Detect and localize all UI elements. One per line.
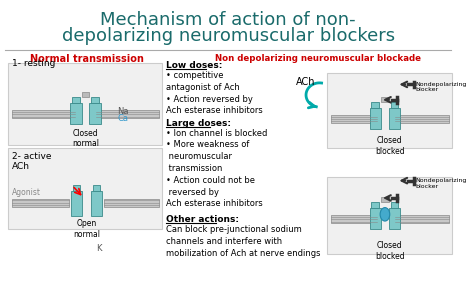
Text: 2- active
ACh: 2- active ACh	[11, 152, 51, 171]
Text: Nondepolarizing
blocker: Nondepolarizing blocker	[416, 178, 467, 189]
FancyBboxPatch shape	[90, 103, 101, 124]
Text: Closed
normal: Closed normal	[72, 129, 99, 148]
FancyBboxPatch shape	[72, 97, 80, 103]
FancyBboxPatch shape	[8, 63, 162, 145]
Text: Closed
blocked: Closed blocked	[375, 241, 405, 261]
FancyBboxPatch shape	[91, 191, 102, 216]
Text: Other actions:: Other actions:	[165, 215, 238, 224]
FancyBboxPatch shape	[71, 191, 82, 216]
Text: 1- resting: 1- resting	[11, 59, 55, 68]
FancyBboxPatch shape	[381, 197, 389, 202]
FancyBboxPatch shape	[91, 97, 99, 103]
FancyBboxPatch shape	[11, 199, 69, 207]
Text: Closed
blocked: Closed blocked	[375, 136, 405, 156]
Text: Ca: Ca	[118, 114, 128, 123]
Text: Open
normal: Open normal	[73, 219, 100, 239]
FancyBboxPatch shape	[331, 215, 377, 223]
Text: Na: Na	[118, 107, 129, 116]
FancyBboxPatch shape	[73, 185, 80, 191]
FancyBboxPatch shape	[394, 115, 449, 123]
Text: Large doses:: Large doses:	[165, 119, 230, 128]
FancyBboxPatch shape	[8, 148, 162, 229]
FancyBboxPatch shape	[93, 185, 100, 191]
FancyBboxPatch shape	[70, 103, 82, 124]
FancyBboxPatch shape	[370, 208, 381, 229]
FancyBboxPatch shape	[372, 202, 379, 208]
FancyBboxPatch shape	[96, 110, 159, 118]
Ellipse shape	[380, 208, 390, 221]
Text: Normal transmission: Normal transmission	[30, 54, 144, 64]
Text: Non depolarizing neuromuscular blockade: Non depolarizing neuromuscular blockade	[215, 54, 420, 62]
Text: depolarizing neuromuscular blockers: depolarizing neuromuscular blockers	[62, 27, 395, 45]
FancyBboxPatch shape	[372, 102, 379, 107]
FancyBboxPatch shape	[389, 107, 401, 129]
Text: Nondepolarizing
blocker: Nondepolarizing blocker	[416, 81, 467, 92]
FancyBboxPatch shape	[327, 177, 452, 254]
FancyBboxPatch shape	[391, 202, 399, 208]
Text: Low doses:: Low doses:	[165, 61, 222, 70]
Text: ACh: ACh	[296, 77, 316, 87]
FancyBboxPatch shape	[391, 102, 399, 107]
FancyBboxPatch shape	[370, 107, 381, 129]
Text: Mechanism of action of non-: Mechanism of action of non-	[100, 11, 356, 29]
FancyBboxPatch shape	[331, 115, 377, 123]
FancyBboxPatch shape	[327, 73, 452, 148]
Text: • competitive
antagonist of Ach
• Action reversed by
Ach esterase inhibitors: • competitive antagonist of Ach • Action…	[165, 71, 262, 115]
Text: Agonist: Agonist	[11, 188, 41, 197]
FancyBboxPatch shape	[11, 110, 75, 118]
FancyBboxPatch shape	[394, 215, 449, 223]
Text: • Ion channel is blocked
• More weakness of
 neuromuscular
 transmission
• Actio: • Ion channel is blocked • More weakness…	[165, 129, 267, 208]
FancyBboxPatch shape	[104, 199, 159, 207]
Text: K: K	[96, 244, 102, 253]
FancyBboxPatch shape	[82, 92, 90, 97]
FancyBboxPatch shape	[381, 97, 389, 102]
Text: Can block pre-junctional sodium
channels and interfere with
mobilization of Ach : Can block pre-junctional sodium channels…	[165, 225, 320, 258]
FancyBboxPatch shape	[389, 208, 401, 229]
